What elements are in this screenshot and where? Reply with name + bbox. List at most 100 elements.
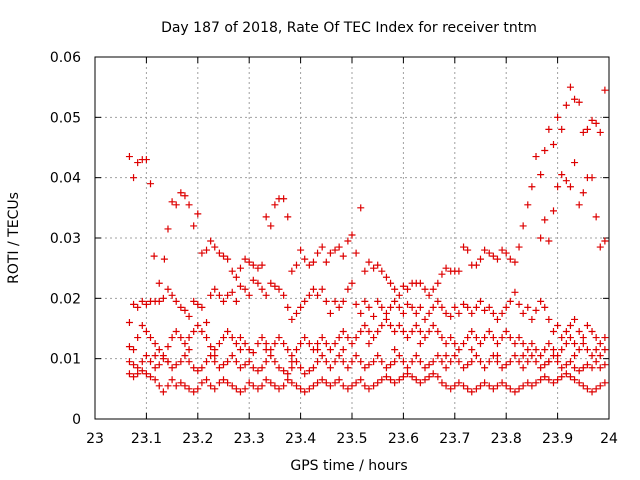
data-point	[408, 328, 416, 336]
data-point	[408, 303, 416, 311]
data-point	[404, 300, 412, 308]
data-point	[267, 352, 275, 360]
data-point	[326, 309, 334, 317]
data-point	[241, 340, 249, 348]
data-point	[592, 119, 600, 127]
data-point	[284, 346, 292, 354]
data-point	[378, 267, 386, 275]
data-point	[387, 279, 395, 287]
data-point	[506, 358, 514, 366]
data-point	[301, 388, 309, 396]
data-point	[498, 334, 506, 342]
x-tick-label: 23.3	[234, 431, 265, 447]
data-point	[571, 376, 579, 384]
data-point	[404, 370, 412, 378]
data-point	[575, 98, 583, 106]
data-point	[181, 352, 189, 360]
data-point	[592, 358, 600, 366]
data-point	[168, 376, 176, 384]
data-point	[203, 358, 211, 366]
data-point	[395, 352, 403, 360]
data-point	[331, 246, 339, 254]
data-point	[301, 297, 309, 305]
data-point	[447, 385, 455, 393]
data-point	[571, 159, 579, 167]
data-point	[524, 303, 532, 311]
data-point	[130, 373, 138, 381]
data-point	[245, 379, 253, 387]
data-point	[262, 213, 270, 221]
data-point	[537, 352, 545, 360]
data-point	[583, 321, 591, 329]
data-point	[554, 376, 562, 384]
data-point	[460, 243, 468, 251]
data-point	[262, 358, 270, 366]
data-point	[292, 382, 300, 390]
data-point	[224, 328, 232, 336]
data-point	[412, 352, 420, 360]
data-point	[224, 379, 232, 387]
data-point	[460, 382, 468, 390]
data-point	[532, 379, 540, 387]
data-point	[164, 382, 172, 390]
data-point	[447, 358, 455, 366]
data-point	[493, 382, 501, 390]
data-point	[314, 346, 322, 354]
data-point	[241, 361, 249, 369]
data-point	[370, 358, 378, 366]
data-point	[155, 346, 163, 354]
data-point	[232, 358, 240, 366]
data-point	[357, 309, 365, 317]
data-point	[498, 309, 506, 317]
data-point	[511, 288, 519, 296]
data-point	[305, 385, 313, 393]
data-point	[562, 101, 570, 109]
data-point	[493, 340, 501, 348]
data-point	[442, 340, 450, 348]
data-point	[601, 86, 609, 94]
data-point	[493, 358, 501, 366]
data-point	[344, 334, 352, 342]
data-point	[365, 361, 373, 369]
data-point	[404, 334, 412, 342]
data-point	[335, 376, 343, 384]
data-point	[468, 388, 476, 396]
data-point	[190, 297, 198, 305]
data-point	[224, 291, 232, 299]
data-point	[331, 379, 339, 387]
data-point	[511, 352, 519, 360]
data-point	[361, 297, 369, 305]
data-point	[211, 346, 219, 354]
y-tick-label: 0.04	[50, 171, 81, 187]
data-point	[391, 285, 399, 293]
data-point	[185, 312, 193, 320]
data-point	[155, 382, 163, 390]
data-point	[451, 303, 459, 311]
data-point	[502, 382, 510, 390]
x-tick-label: 23.5	[336, 431, 367, 447]
data-point	[130, 174, 138, 182]
data-point	[314, 340, 322, 348]
data-point	[125, 343, 133, 351]
data-point	[455, 358, 463, 366]
data-point	[194, 300, 202, 308]
data-point	[528, 183, 536, 191]
data-point	[438, 334, 446, 342]
data-point	[425, 328, 433, 336]
data-point	[177, 189, 185, 197]
data-point	[134, 364, 142, 372]
y-tick-label: 0.05	[50, 110, 81, 126]
data-point	[357, 358, 365, 366]
data-point	[464, 246, 472, 254]
data-point	[172, 328, 180, 336]
data-point	[267, 279, 275, 287]
data-point	[382, 309, 390, 317]
data-point	[258, 382, 266, 390]
data-point	[322, 340, 330, 348]
data-point	[442, 309, 450, 317]
data-point	[412, 376, 420, 384]
data-point	[537, 234, 545, 242]
data-point	[387, 376, 395, 384]
data-point	[262, 376, 270, 384]
data-point	[305, 340, 313, 348]
